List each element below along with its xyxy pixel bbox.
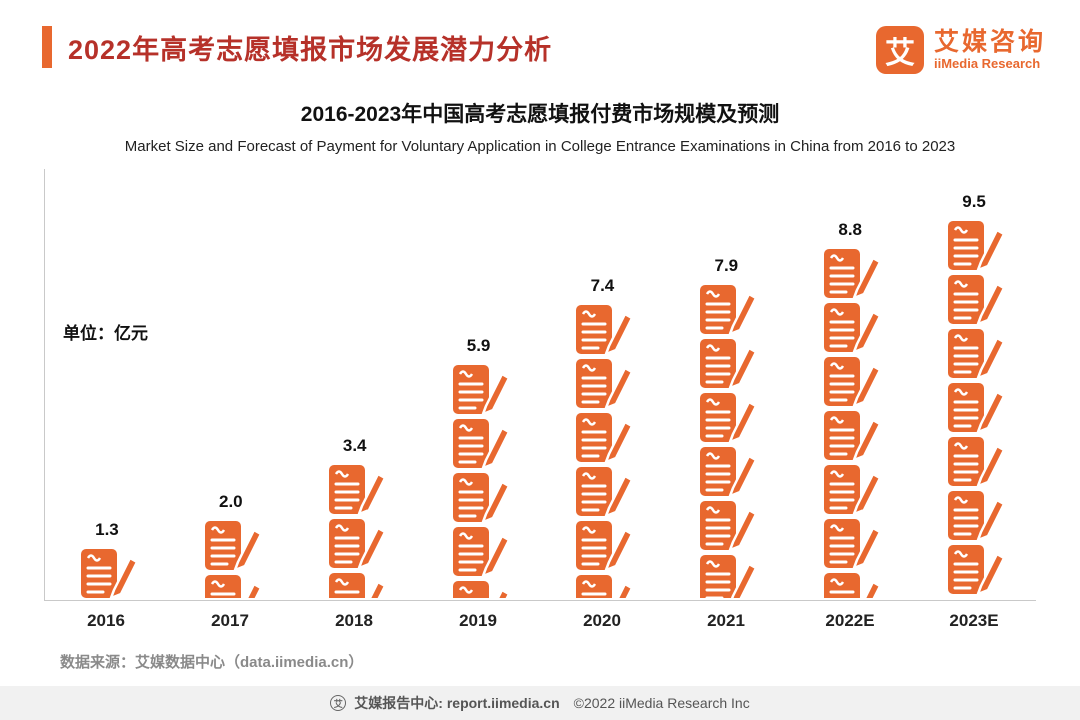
document-pencil-icon (824, 465, 882, 516)
plot-area: 单位：亿元 1.3 2.0 3.4 5.9 (44, 169, 1036, 601)
document-pencil-icon (328, 573, 386, 598)
bar-column: 8.8 (788, 169, 912, 600)
pictogram-bar (324, 462, 386, 598)
pictogram-bar (819, 246, 882, 598)
bar-column: 9.5 (912, 169, 1036, 600)
chart-title-cn: 2016-2023年中国高考志愿填报付费市场规模及预测 (300, 103, 780, 126)
document-pencil-icon (576, 521, 634, 572)
brand-name-cn: 艾媒咨询 (933, 28, 1046, 57)
document-pencil-icon (824, 303, 882, 354)
bar-column: 1.3 (45, 169, 169, 600)
value-label: 3.4 (342, 436, 367, 455)
document-pencil-icon (943, 596, 1005, 598)
bar-column: 2.0 (169, 169, 293, 600)
bar-column: 3.4 (293, 169, 417, 600)
x-axis-label: 2022E (825, 611, 875, 630)
chart-title-en: Market Size and Forecast of Payment for … (124, 138, 956, 155)
title-block: 2022年高考志愿填报市场发展潜力分析 (42, 26, 552, 68)
document-pencil-icon (700, 393, 758, 444)
footer-logo-icon: 艾 (330, 695, 347, 711)
document-pencil-icon (576, 413, 634, 464)
document-pencil-icon (576, 467, 634, 518)
footer-brand-link: 艾媒报告中心: report.iimedia.cn (354, 695, 560, 711)
document-pencil-icon (576, 359, 634, 410)
footer-copyright: ©2022 iiMedia Research Inc (573, 695, 750, 711)
document-pencil-icon (948, 545, 1006, 596)
data-source-note: 数据来源：艾媒数据中心（data.iimedia.cn） (60, 654, 364, 671)
document-pencil-icon (328, 519, 386, 570)
document-pencil-icon (452, 581, 510, 598)
document-pencil-icon (824, 357, 882, 408)
document-pencil-icon (452, 527, 510, 578)
pictogram-bar (571, 302, 634, 598)
document-pencil-icon (700, 447, 758, 498)
x-axis-label: 2017 (211, 611, 249, 630)
document-pencil-icon (80, 549, 138, 598)
value-label: 5.9 (466, 336, 491, 355)
value-label: 2.0 (218, 492, 243, 511)
brand-name-en: iiMedia Research (933, 55, 1041, 71)
document-pencil-icon (204, 575, 262, 598)
document-pencil-icon (948, 329, 1006, 380)
document-pencil-icon (948, 221, 1006, 272)
document-pencil-icon (824, 411, 882, 462)
bar-column: 7.9 (664, 169, 788, 600)
bar-column: 5.9 (417, 169, 541, 600)
x-axis-label: 2020 (583, 611, 621, 630)
document-pencil-icon (452, 419, 510, 470)
document-pencil-icon (452, 365, 510, 416)
document-pencil-icon (948, 383, 1006, 434)
value-label: 8.8 (838, 220, 862, 239)
value-label: 1.3 (95, 520, 119, 539)
document-pencil-icon (948, 437, 1006, 488)
report-footer: 艾 艾媒报告中心: report.iimedia.cn ©2022 iiMedi… (0, 686, 1080, 720)
pictogram-bar (695, 282, 758, 598)
document-pencil-icon (576, 575, 634, 598)
document-pencil-icon (700, 339, 758, 390)
x-axis-labels: 2016 2017 2018 2019 2020 2021 2022E 2023E (44, 611, 1036, 631)
x-axis-label: 2021 (707, 611, 745, 630)
document-pencil-icon (576, 305, 634, 356)
iimedia-logo: 艾 艾媒咨询 iiMedia Research (875, 26, 1046, 74)
value-label: 7.4 (590, 276, 615, 295)
document-pencil-icon (452, 473, 510, 524)
document-pencil-icon (700, 501, 758, 552)
report-header: 2022年高考志愿填报市场发展潜力分析 艾 艾媒咨询 iiMedia Resea… (0, 0, 1080, 74)
x-axis-label: 2018 (335, 611, 373, 630)
x-axis-label: 2023E (949, 611, 999, 630)
document-pencil-icon (328, 465, 386, 516)
document-pencil-icon (824, 573, 882, 598)
iimedia-logo-icon: 艾 (875, 26, 924, 74)
iimedia-logo-text: 艾媒咨询 iiMedia Research (934, 28, 1046, 72)
pictogram-bar (943, 218, 1006, 598)
document-pencil-icon (700, 285, 758, 336)
document-pencil-icon (204, 521, 262, 572)
document-pencil-icon (824, 519, 882, 570)
document-pencil-icon (948, 275, 1006, 326)
page-title: 2022年高考志愿填报市场发展潜力分析 (68, 34, 553, 65)
bar-column: 7.4 (541, 169, 665, 600)
value-label: 9.5 (962, 192, 986, 211)
title-accent-bar (42, 26, 52, 68)
pictogram-bar (448, 362, 510, 598)
document-pencil-icon (948, 491, 1006, 542)
x-axis-label: 2019 (459, 611, 497, 630)
x-axis-label: 2016 (87, 611, 125, 630)
pictogram-bar-chart: 单位：亿元 1.3 2.0 3.4 5.9 (44, 169, 1036, 631)
pictogram-bar (76, 546, 138, 598)
value-label: 7.9 (714, 256, 739, 275)
document-pencil-icon (700, 555, 758, 598)
unit-label: 单位：亿元 (63, 324, 148, 343)
document-pencil-icon (824, 249, 882, 300)
chart-heading: 2016-2023年中国高考志愿填报付费市场规模及预测 Market Size … (0, 98, 1080, 155)
pictogram-bar (200, 518, 262, 598)
